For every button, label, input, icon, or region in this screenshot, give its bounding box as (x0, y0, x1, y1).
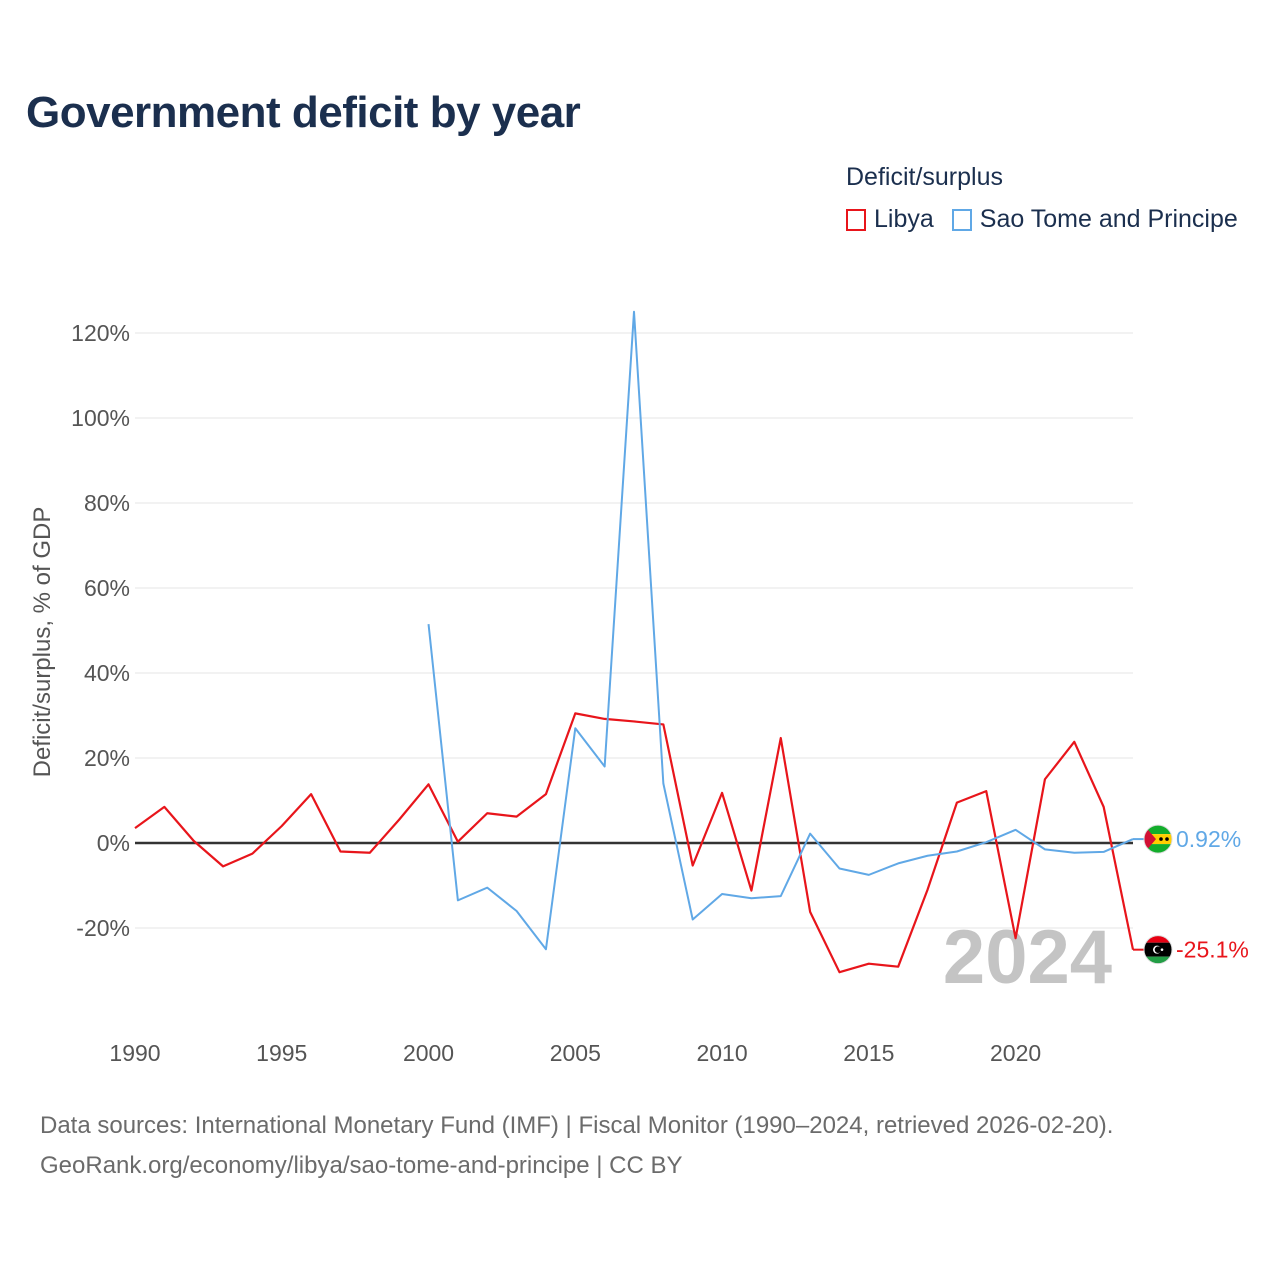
x-tick-label: 2015 (843, 1040, 894, 1066)
series-line-sao-tome[interactable] (427, 310, 1134, 951)
x-tick-label: 2005 (550, 1040, 601, 1066)
sources-line-2: GeoRank.org/economy/libya/sao-tome-and-p… (40, 1152, 683, 1179)
x-tick-label: 2010 (696, 1040, 747, 1066)
sources-line-1: Data sources: International Monetary Fun… (40, 1112, 1114, 1139)
year-watermark: 2024 (943, 915, 1112, 1000)
legend-title: Deficit/surplus (846, 163, 1003, 191)
series-line-libya[interactable] (134, 712, 1135, 974)
y-tick-label: 40% (84, 660, 130, 686)
y-tick-label: 120% (71, 320, 130, 346)
y-tick-label: 0% (97, 830, 130, 856)
y-tick-label: 100% (71, 405, 130, 431)
y-tick-label: -20% (76, 915, 130, 941)
legend-label-sao-tome: Sao Tome and Principe (979, 205, 1238, 233)
x-tick-label: 2000 (403, 1040, 454, 1066)
x-tick-label: 1995 (256, 1040, 307, 1066)
flag-libya-icon (1143, 935, 1173, 965)
x-tick-label: 2020 (990, 1040, 1041, 1066)
x-tick-label: 1990 (109, 1040, 160, 1066)
y-tick-label: 80% (84, 490, 130, 516)
end-value-label-libya: -25.1% (1176, 937, 1249, 963)
y-tick-label: 60% (84, 575, 130, 601)
legend-swatch-libya (846, 208, 866, 231)
data-sources: Data sources: International Monetary Fun… (40, 1106, 1113, 1186)
y-tick-label: 20% (84, 745, 130, 771)
legend-swatch-sao-tome (951, 208, 972, 231)
legend: Libya Sao Tome and Principe (846, 205, 1256, 234)
legend-item-libya[interactable]: Libya (846, 205, 934, 234)
flag-sao-tome-icon (1143, 824, 1173, 854)
legend-label-libya: Libya (874, 205, 934, 233)
legend-item-sao-tome[interactable]: Sao Tome and Principe (951, 205, 1238, 234)
y-axis-label: Deficit/surplus, % of GDP (29, 507, 56, 778)
end-value-label-sao-tome: 0.92% (1176, 826, 1241, 852)
chart-title: Government deficit by year (26, 88, 581, 137)
